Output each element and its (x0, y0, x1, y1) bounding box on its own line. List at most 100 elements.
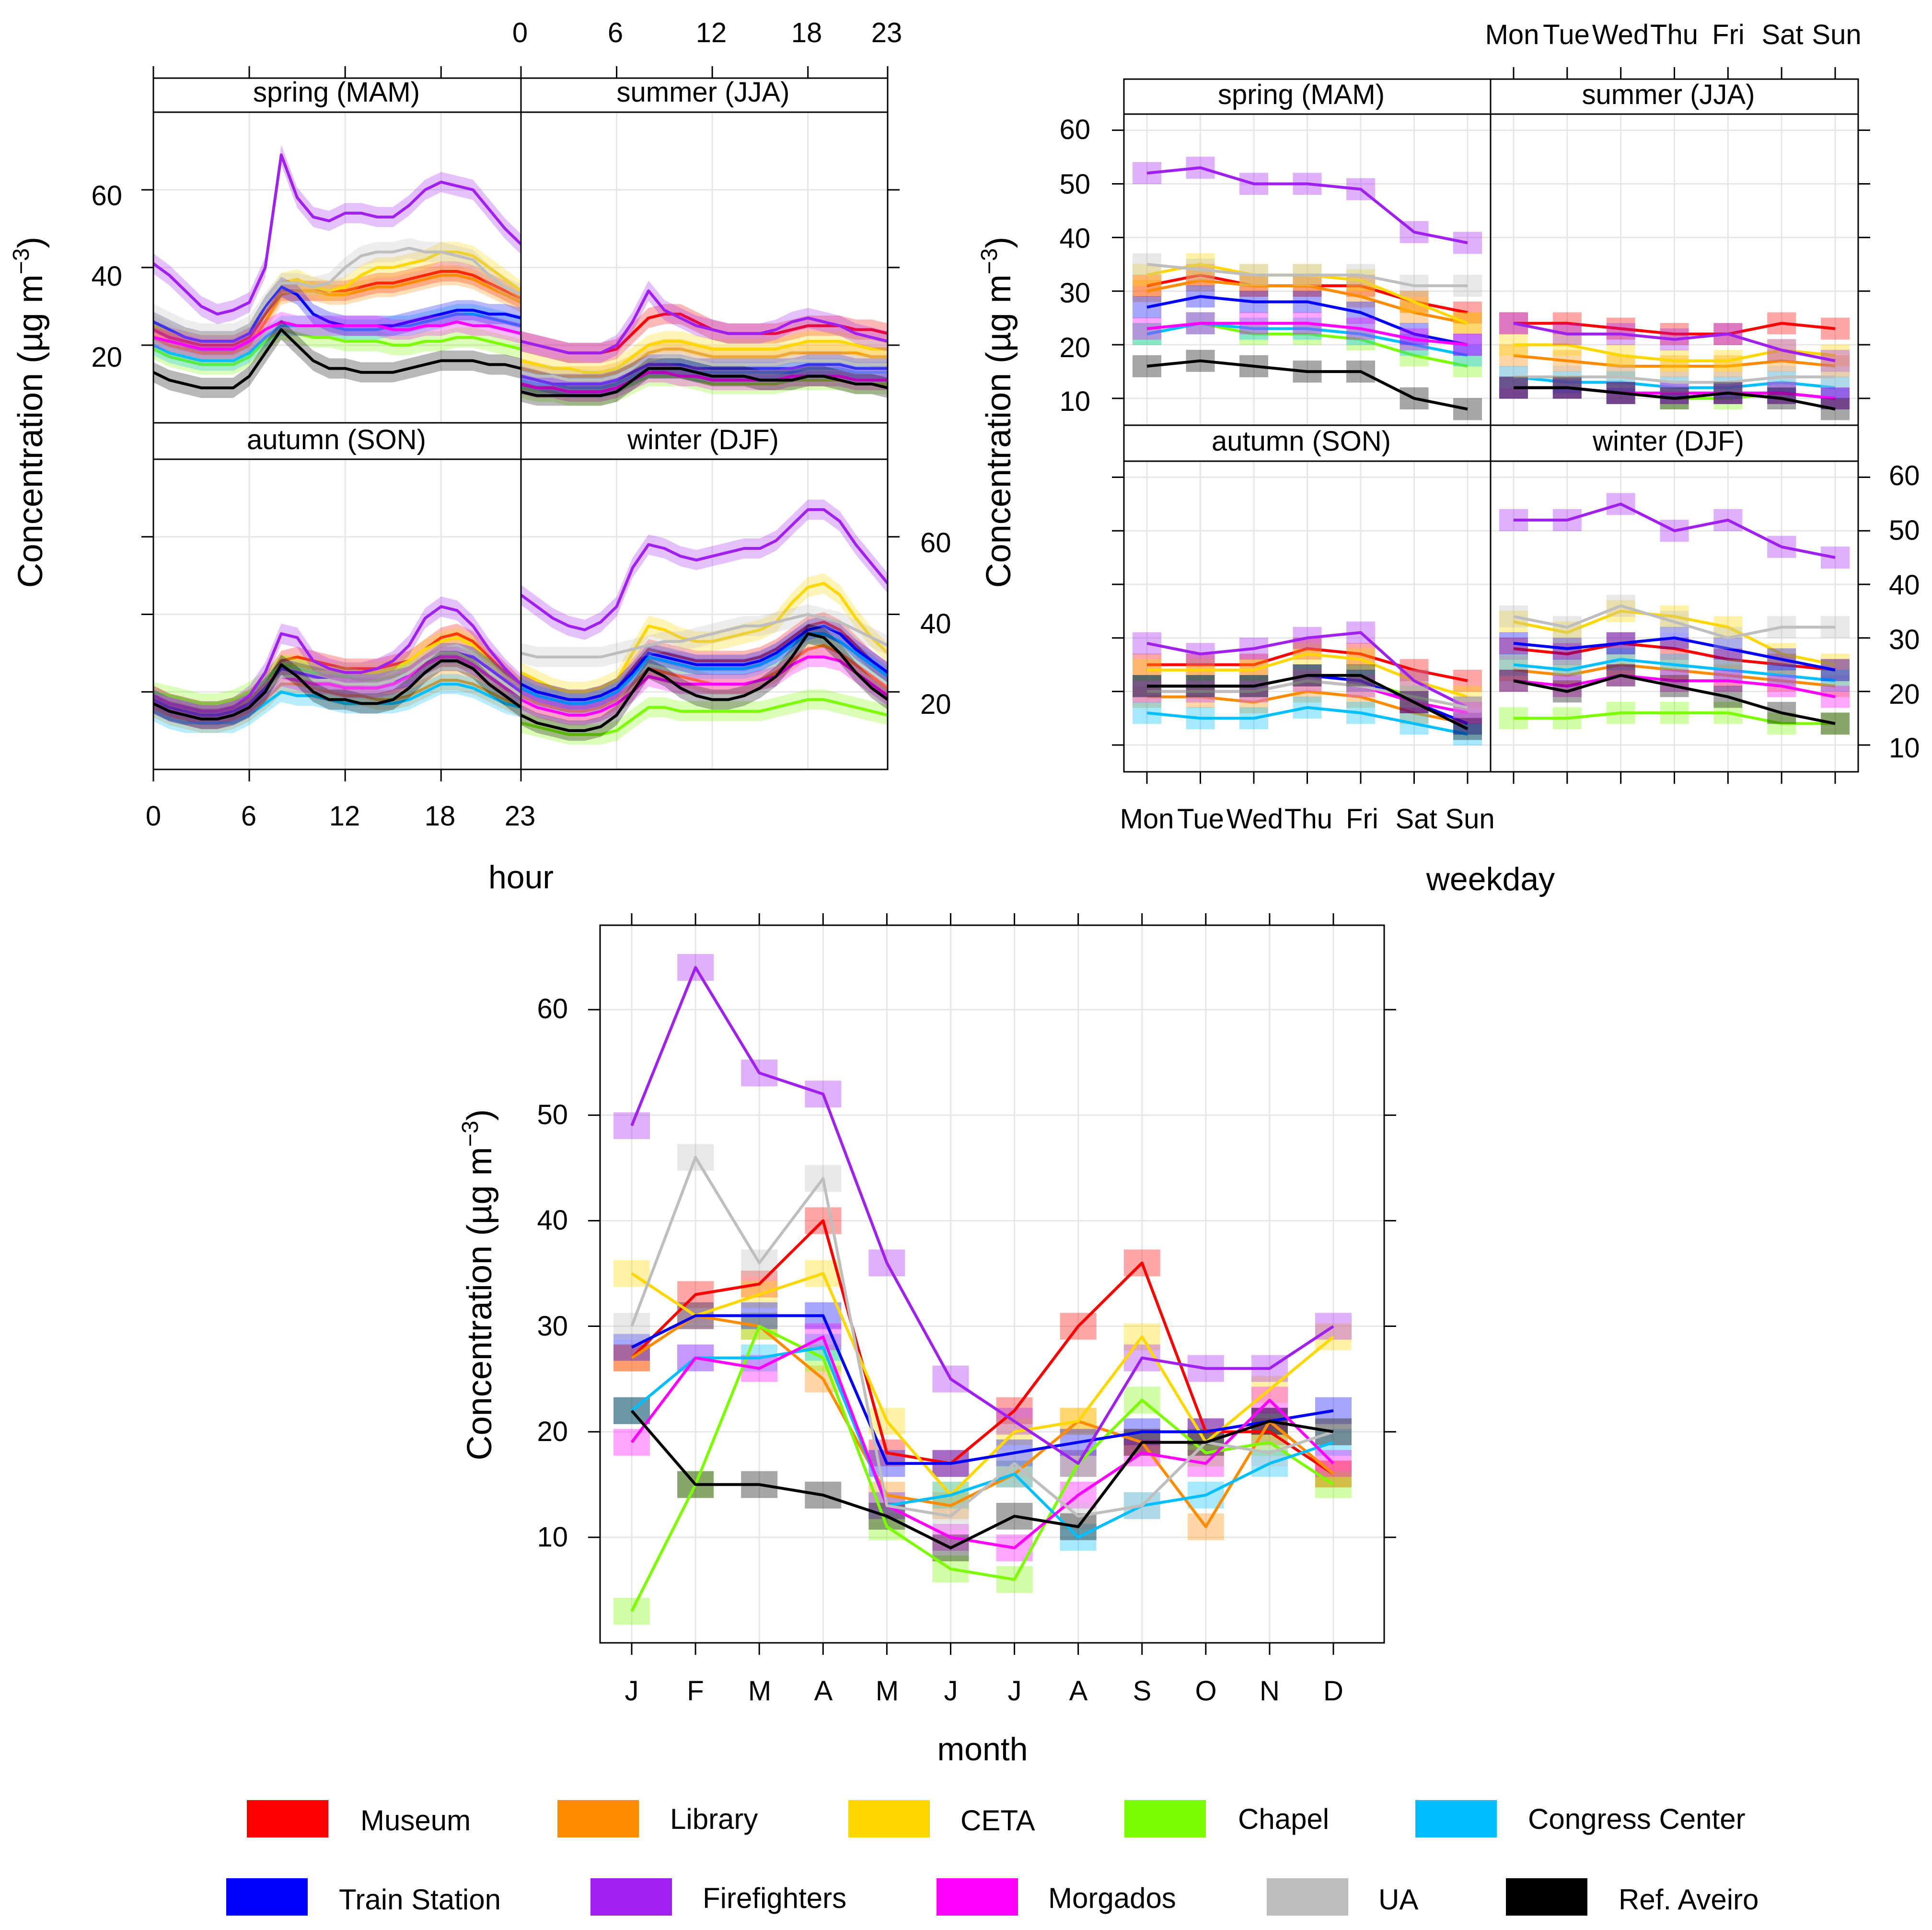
hour-winter-djf-strip (520, 422, 889, 460)
hour-spring-mam-chapel-band (153, 319, 521, 375)
hour-panel-title-winter: winter (DJF) (627, 424, 779, 455)
weekday-winter-djf-library-line (1513, 663, 1836, 688)
hour-autumn-son-ref-aveiro-line (152, 659, 522, 721)
weekday-autumn-son-ua-line (1147, 679, 1468, 709)
hour-xtick-top-23: 23 (871, 17, 902, 48)
weekday-xtick-top-tue: Tue (1543, 19, 1590, 50)
month-train-station-line (631, 1314, 1334, 1465)
hour-panel-title-autumn: autumn (SON) (247, 424, 426, 455)
weekday-ytick-right-20: 20 (1889, 679, 1920, 710)
hour-ytick-left-60: 60 (91, 180, 122, 211)
hour-summer-jja-ua-line (521, 355, 888, 382)
month-xlabel: month (937, 1731, 1028, 1767)
hour-spring-mam-ref-aveiro-line (152, 328, 521, 390)
hour-autumn-son-firefighters-line (152, 605, 522, 713)
legend-label-museum: Museum (360, 1804, 471, 1837)
hour-chart: spring (MAM) summer (JJA) autumn (SON) w… (9, 17, 951, 895)
weekday-autumn-son-strip (1123, 424, 1492, 462)
hour-spring-mam-ceta-band (153, 242, 521, 351)
hour-spring-mam-chapel-line (152, 328, 521, 366)
weekday-winter-djf-museum-line (1513, 641, 1836, 672)
weekday-winter-djf-ceta-ci-0 (1499, 611, 1528, 633)
month-xtick-feb: F (687, 1675, 704, 1707)
legend-swatch-train-station (226, 1878, 308, 1916)
month-ylabel: Concentration (µg m−3) (458, 1109, 499, 1460)
month-xtick-jul: J (1008, 1675, 1022, 1707)
hour-spring-mam-train-station-band (153, 277, 521, 351)
weekday-summer-jja-museum-line (1514, 322, 1836, 336)
weekday-summer-jja-firefighters-line (1513, 322, 1836, 362)
month-congress-center-line (631, 1346, 1334, 1539)
hour-xtick-bottom-12: 12 (329, 801, 360, 832)
hour-summer-jja-train-station-line (521, 363, 888, 385)
weekday-xtick-top-thu: Thu (1650, 19, 1698, 50)
weekday-ytick-left-10: 10 (1059, 386, 1090, 417)
month-train-station-ci-11 (1315, 1397, 1352, 1424)
legend-swatch-library (557, 1800, 639, 1837)
month-xtick-apr: A (814, 1675, 833, 1707)
legend-swatch-ua (1267, 1878, 1348, 1916)
weekday-winter-djf-strip (1490, 424, 1859, 462)
legend-label-library: Library (670, 1803, 758, 1835)
month-chart: 10 20 30 40 50 60 J F M A M J J A S O N … (458, 913, 1396, 1767)
weekday-chart: spring (MAM) summer (JJA) autumn (SON) w… (977, 19, 1920, 897)
hour-ytick-left-20: 20 (91, 342, 122, 373)
legend-label-ua: UA (1378, 1883, 1418, 1916)
weekday-xtick-top-sat: Sat (1761, 19, 1803, 50)
hour-spring-mam-congress-center-line (152, 313, 521, 362)
month-ua-line (630, 1156, 1334, 1518)
month-ceta-line (631, 1272, 1334, 1497)
hour-spring-mam-firefighters-band (153, 145, 521, 325)
weekday-spring-mam-ua-line (1146, 263, 1468, 288)
month-xtick-aug: A (1069, 1675, 1088, 1707)
hour-spring-mam-morgados-line (153, 320, 521, 351)
weekday-xtick-bottom-tue: Tue (1177, 803, 1224, 835)
weekday-ytick-right-30: 30 (1889, 624, 1920, 655)
weekday-winter-djf-morgados-line (1513, 674, 1836, 698)
legend-swatch-museum (247, 1800, 328, 1837)
hour-ytick-left-40: 40 (91, 261, 122, 292)
weekday-autumn-son-firefighters-ci-6 (1453, 696, 1482, 719)
weekday-spring-mam-ref-aveiro-ci-6 (1453, 398, 1482, 420)
weekday-winter-djf-ref-aveiro-ci-0 (1499, 670, 1528, 692)
hour-autumn-son-congress-center-line (152, 683, 521, 724)
legend: Museum Library CETA Chapel Congress Cent… (226, 1800, 1758, 1916)
weekday-panel-title-spring: spring (MAM) (1218, 79, 1385, 110)
hour-winter-djf-ceta-line (520, 581, 889, 694)
weekday-autumn-son-ref-aveiro-line (1147, 674, 1469, 731)
month-morgados-line (630, 1335, 1335, 1549)
legend-label-firefighters: Firefighters (703, 1882, 846, 1914)
weekday-winter-djf-train-station-line (1513, 636, 1836, 672)
weekday-spring-mam-train-station-ci-0 (1133, 296, 1161, 318)
hour-winter-djf-chapel-line (521, 698, 888, 736)
weekday-autumn-son-chapel-ci-6 (1453, 696, 1482, 719)
weekday-autumn-son-firefighters-line (1146, 631, 1469, 709)
legend-label-ref-aveiro: Ref. Aveiro (1619, 1883, 1758, 1916)
hour-spring-mam-train-station-line (152, 285, 521, 343)
hour-ylabel: Concentration (µg m−3) (9, 237, 50, 588)
hour-winter-djf-morgados-line (520, 655, 889, 717)
hour-plot-area (141, 66, 900, 781)
month-border (599, 924, 1385, 1644)
month-xtick-jan: J (625, 1675, 639, 1707)
month-xtick-oct: O (1195, 1675, 1216, 1707)
weekday-autumn-son-museum-line (1147, 647, 1468, 683)
month-xtick-jun: J (944, 1675, 958, 1707)
weekday-winter-djf-train-station-ci-6 (1821, 659, 1850, 681)
weekday-xtick-bottom-sun: Sun (1445, 803, 1494, 835)
weekday-xtick-top-wed: Wed (1592, 19, 1649, 50)
weekday-spring-mam-congress-center-ci-6 (1453, 344, 1482, 367)
weekday-summer-jja-firefighters-ci-0 (1499, 312, 1528, 335)
hour-spring-mam-library-line (152, 274, 522, 355)
weekday-xtick-top-fri: Fri (1712, 19, 1745, 50)
weekday-winter-djf-chapel-line (1514, 711, 1835, 725)
weekday-ytick-left-40: 40 (1059, 223, 1090, 254)
hour-xtick-bottom-0: 0 (146, 801, 161, 832)
hour-xtick-bottom-23: 23 (505, 801, 536, 832)
hour-summer-jja-ceta-line (521, 339, 888, 374)
weekday-plot-area (1112, 67, 1870, 784)
hour-spring-mam-firefighters-line (152, 153, 522, 316)
weekday-summer-jja-library-line (1513, 354, 1836, 368)
weekday-spring-mam-chapel-ci-6 (1453, 355, 1482, 377)
